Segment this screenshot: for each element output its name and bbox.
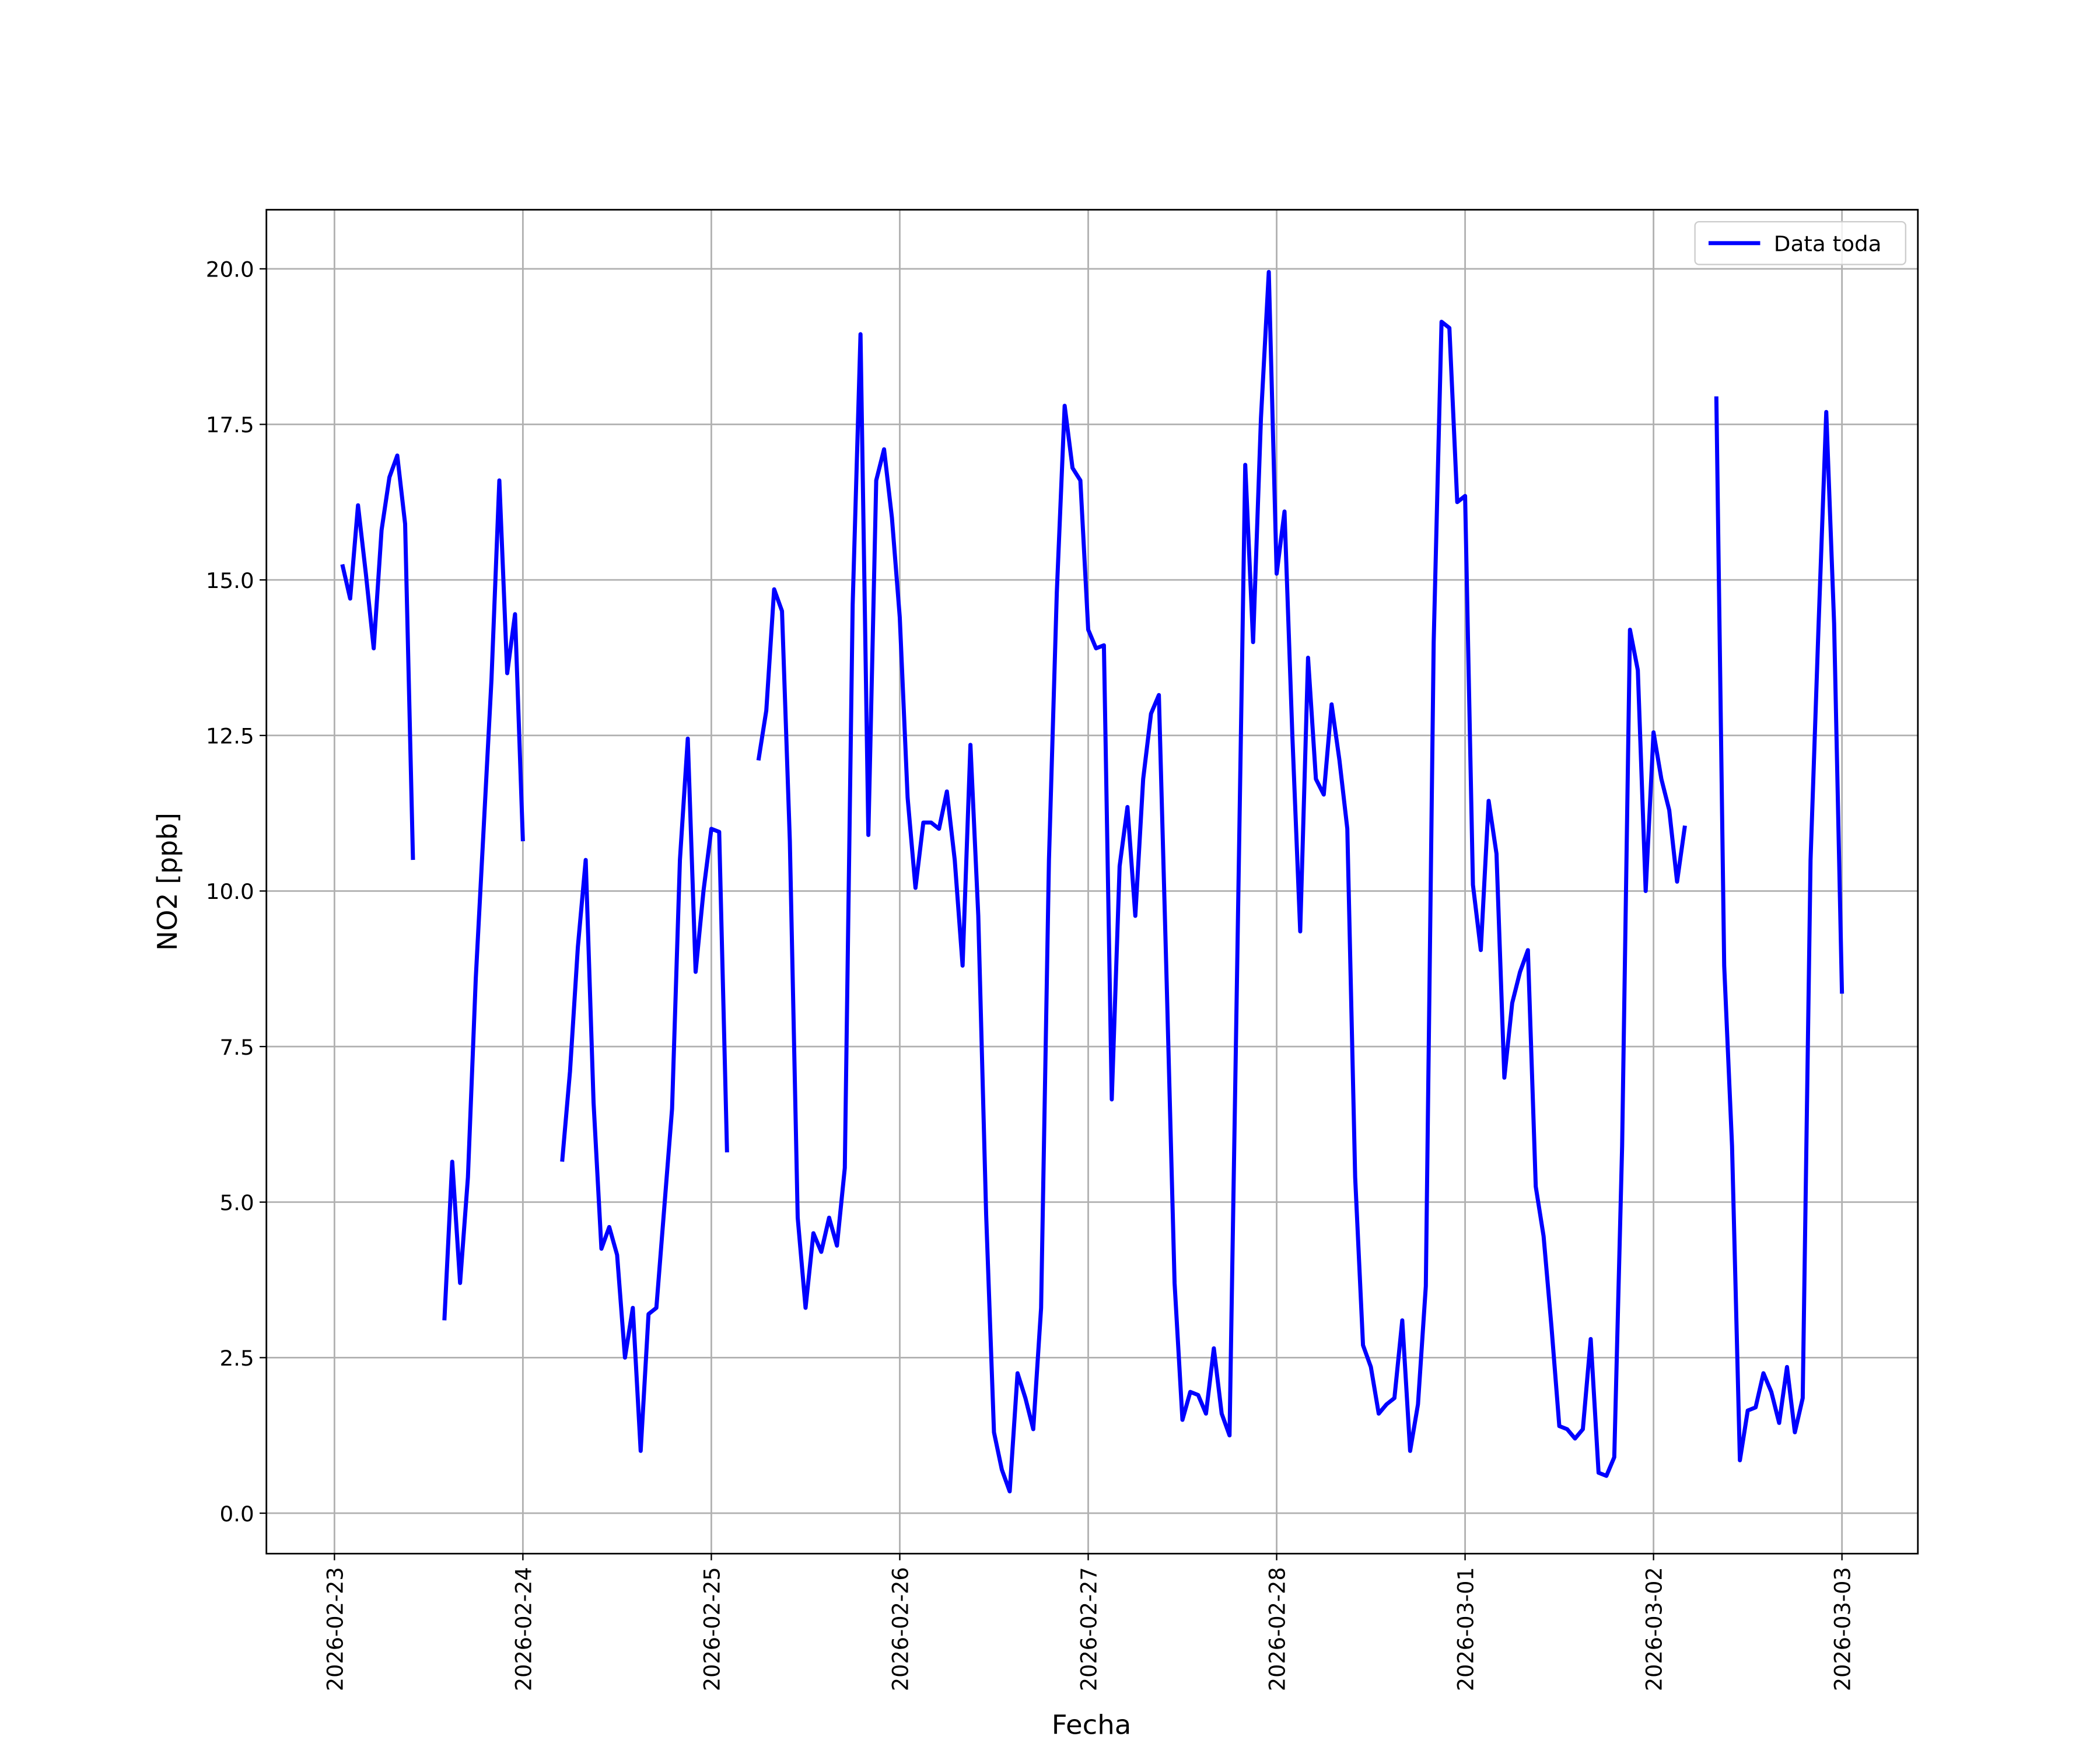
y-tick-label: 0.0	[219, 1502, 254, 1527]
y-tick-label: 10.0	[206, 879, 254, 904]
x-tick-label: 2026-02-23	[323, 1567, 348, 1691]
y-tick-label: 7.5	[219, 1035, 254, 1060]
legend-box	[1694, 221, 1906, 265]
y-tick-label: 5.0	[219, 1191, 254, 1216]
legend-label: Data toda	[1774, 232, 1882, 257]
y-tick-label: 12.5	[206, 724, 254, 749]
y-tick-label: 20.0	[206, 257, 254, 282]
x-tick-label: 2026-02-24	[511, 1567, 536, 1691]
x-tick-label: 2026-02-25	[699, 1567, 724, 1691]
y-tick-label: 2.5	[219, 1346, 254, 1371]
y-axis-label: NO2 [ppb]	[152, 813, 183, 951]
data-line	[340, 270, 1845, 1494]
x-axis-label: Fecha	[1052, 1709, 1132, 1741]
x-tick-label: 2026-03-01	[1453, 1567, 1478, 1691]
y-tick-label: 15.0	[206, 568, 254, 593]
x-tick-label: 2026-02-28	[1265, 1567, 1290, 1691]
plot-frame	[265, 209, 1919, 1555]
x-tick-label: 2026-03-02	[1642, 1567, 1667, 1691]
x-tick-label: 2026-02-27	[1076, 1567, 1101, 1691]
y-tick-label: 17.5	[206, 413, 254, 438]
x-tick-label: 2026-03-03	[1830, 1567, 1855, 1691]
x-tick-label: 2026-02-26	[888, 1567, 913, 1691]
